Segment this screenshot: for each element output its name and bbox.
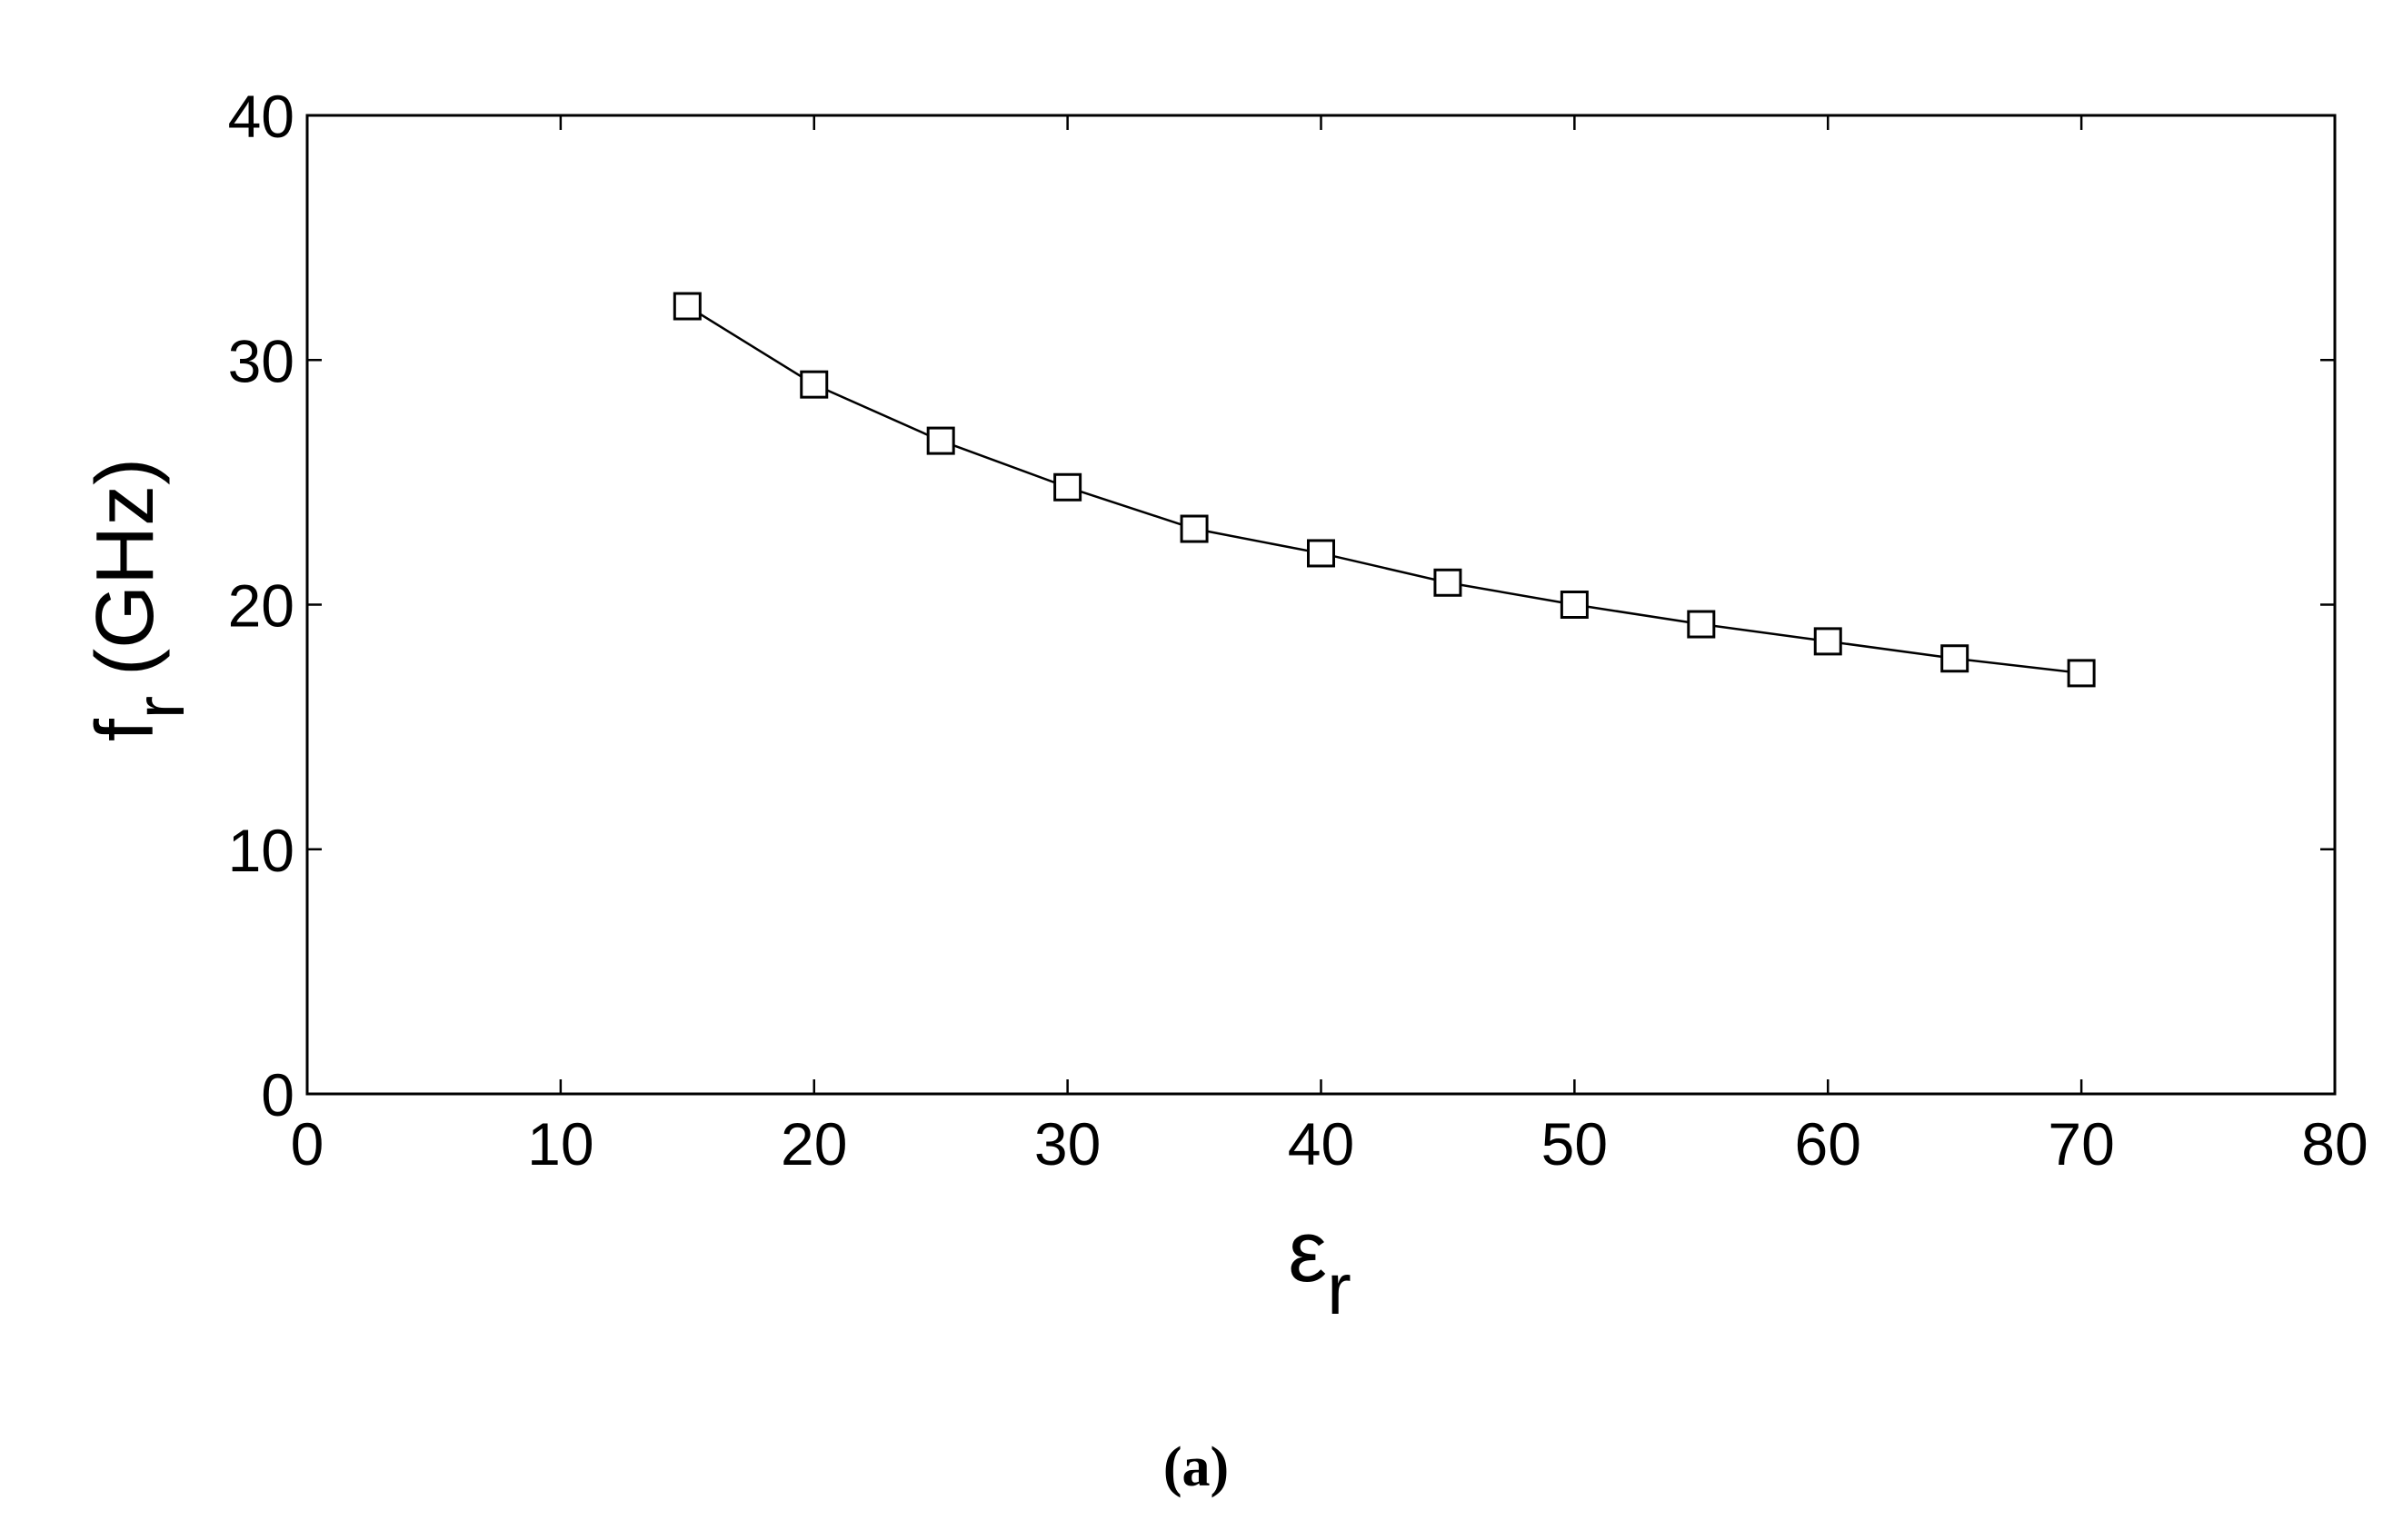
- series-layer: [673, 292, 2096, 688]
- x-tick-label: 60: [1795, 1110, 1861, 1177]
- series-line: [686, 304, 2082, 675]
- data-point-marker: [1180, 514, 1209, 543]
- data-point-marker: [673, 292, 702, 321]
- y-tick-label: 10: [228, 817, 294, 884]
- x-axis-label-subscript: r: [1327, 1248, 1351, 1329]
- axes-frame: [305, 114, 2337, 1096]
- x-tick-label: 30: [1034, 1110, 1101, 1177]
- x-axis-label: εr: [1288, 1203, 1351, 1329]
- y-tick-label: 20: [228, 572, 294, 640]
- y-axis-label-subscript: r: [122, 696, 199, 719]
- data-point-marker: [1560, 591, 1589, 619]
- data-point-marker: [2067, 659, 2096, 688]
- data-point-marker: [800, 370, 829, 399]
- x-tick-label: 0: [291, 1110, 324, 1177]
- x-tick-label: 10: [527, 1110, 593, 1177]
- x-tick-label: 20: [781, 1110, 847, 1177]
- data-point-marker: [1687, 610, 1716, 639]
- x-tick-label: 40: [1288, 1110, 1354, 1177]
- y-axis-label: fr (GHz): [80, 458, 199, 741]
- y-axis-label-unit: (GHz): [80, 458, 171, 676]
- data-point-marker: [1433, 568, 1462, 597]
- y-tick-label: 0: [261, 1061, 294, 1128]
- data-point-marker: [1813, 627, 1842, 656]
- y-tick-label: 40: [228, 83, 294, 150]
- plot-area: [305, 114, 2337, 1096]
- x-tick-label: 70: [2048, 1110, 2114, 1177]
- y-axis-label-symbol: f: [80, 718, 171, 741]
- data-point-marker: [1940, 644, 1969, 673]
- x-tick-label: 50: [1541, 1110, 1608, 1177]
- x-axis-label-symbol: ε: [1288, 1203, 1327, 1300]
- data-point-marker: [926, 426, 955, 455]
- ticks-layer: 0 10 20 30 40 50 60 70 80 0 10 20 30 40: [228, 83, 2368, 1177]
- y-tick-label: 30: [228, 327, 294, 394]
- x-tick-label: 80: [2301, 1110, 2368, 1177]
- figure-caption: (a): [1163, 1436, 1229, 1498]
- data-point-marker: [1053, 472, 1082, 502]
- data-point-marker: [1307, 539, 1335, 568]
